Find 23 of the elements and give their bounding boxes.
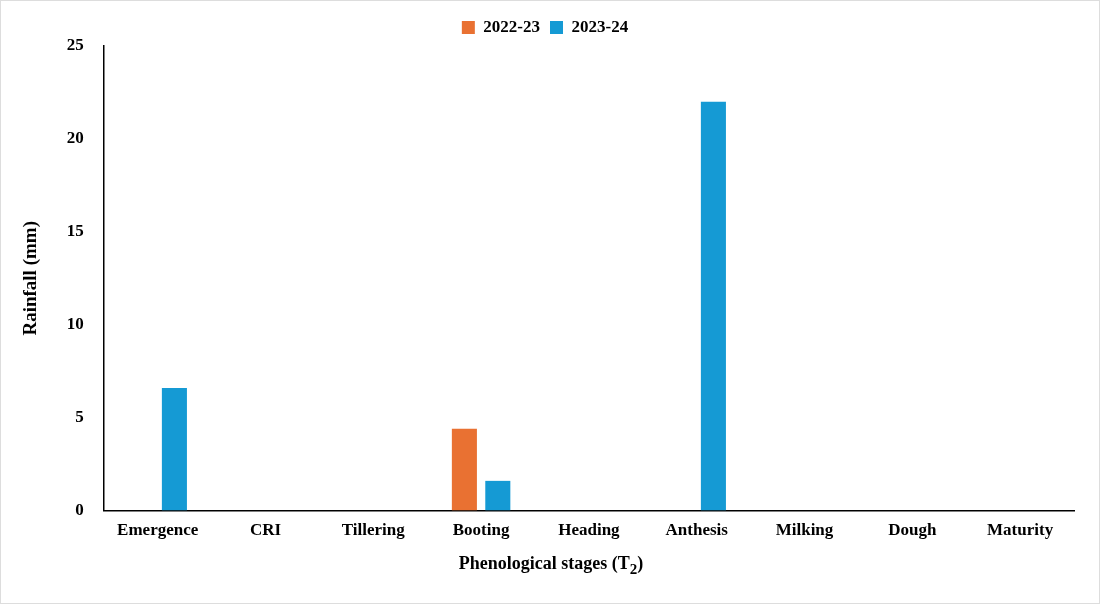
x-tick-label: Anthesis — [665, 520, 729, 540]
x-tick-label: Emergence — [117, 520, 199, 540]
bar — [451, 428, 477, 511]
x-tick-label: Dough — [888, 520, 937, 540]
bar — [700, 101, 726, 511]
x-tick-label: Booting — [452, 520, 510, 540]
y-tick-label: 5 — [75, 407, 84, 427]
y-axis-title: Rainfall (mm) — [19, 221, 42, 336]
bar — [161, 387, 187, 511]
y-tick-label: 25 — [66, 35, 84, 55]
x-axis-title: Phenological stages (T$_{2}$) — [457, 553, 645, 578]
y-tick-label: 0 — [75, 499, 84, 519]
x-tick-label: Milking — [775, 520, 834, 540]
x-tick-label: CRI — [249, 520, 282, 540]
bar — [485, 480, 511, 511]
y-tick-label: 20 — [66, 128, 84, 148]
y-tick-label: 15 — [66, 221, 84, 241]
x-tick-label: Heading — [558, 520, 621, 540]
legend-label: 2022-23 — [483, 16, 541, 36]
y-tick-label: 10 — [66, 314, 84, 334]
x-tick-label: Tillering — [341, 520, 406, 540]
x-tick-label: Maturity — [987, 520, 1054, 540]
legend-label: 2023-24 — [571, 16, 629, 36]
